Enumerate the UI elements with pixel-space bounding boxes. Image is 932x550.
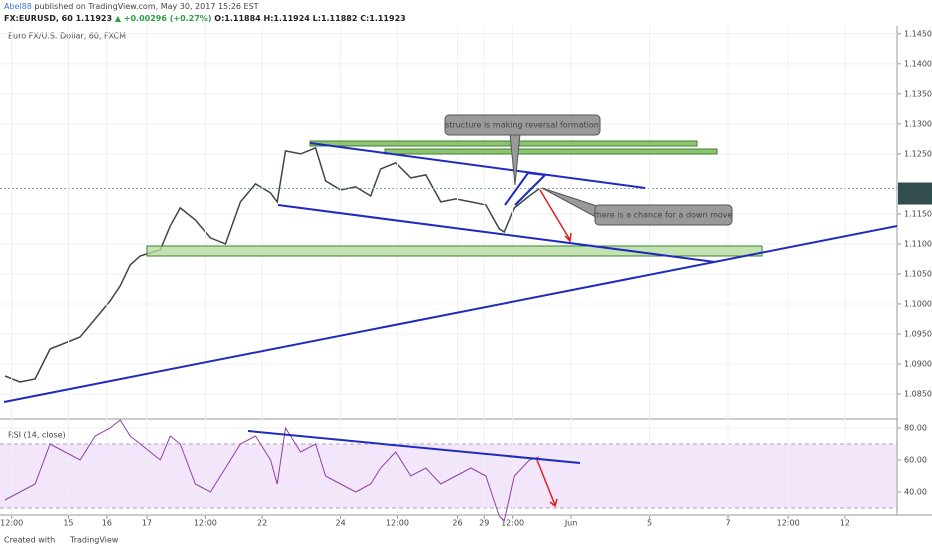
series-line	[4, 146, 540, 383]
y-tick-label: 1.10000	[904, 299, 932, 308]
arrow	[536, 459, 556, 506]
arrow-head	[564, 232, 572, 243]
y-tick-label: 1.13500	[904, 89, 932, 98]
zone	[384, 148, 718, 155]
zone	[146, 245, 763, 257]
y-tick-label: 1.11500	[904, 209, 932, 218]
x-tick-label: 24	[336, 519, 346, 528]
y-tick-label: 1.09500	[904, 329, 932, 338]
rsi-band	[0, 444, 897, 508]
x-tick-label: 12:00	[194, 519, 217, 528]
arrow-head	[549, 498, 558, 508]
y-tick-label: 1.10500	[904, 269, 932, 278]
y-tick-label: 80.00	[904, 423, 927, 432]
x-tick-label: 12:00	[386, 519, 409, 528]
published: published on TradingView.com, May 30, 20…	[34, 2, 258, 11]
arrow	[539, 189, 571, 241]
x-tick-label: 12	[840, 519, 850, 528]
x-tick-label: 26	[452, 519, 462, 528]
x-tick-label: 12:00	[0, 519, 23, 528]
footer-brand: TradingView	[69, 536, 119, 545]
x-tick-label: 12:00	[777, 519, 800, 528]
x-tick-label: 5	[647, 519, 652, 528]
x-tick-label: 12:00	[501, 519, 524, 528]
x-tick-label: 17	[142, 519, 152, 528]
drawings: structure is making reversal formation t…	[3, 114, 898, 508]
trend-line	[277, 204, 716, 263]
low: L:1.11882	[313, 14, 358, 23]
countdown: 33:53	[906, 194, 929, 203]
price-legend: Euro FX/U.S. Dollar, 60, FXCM	[8, 32, 126, 41]
x-tick-label: 15	[63, 519, 73, 528]
y-tick-label: 60.00	[904, 455, 927, 464]
rsi-trend-line	[247, 430, 581, 464]
channel-line	[527, 172, 546, 176]
trend-line	[309, 142, 646, 189]
y-tick-label: 1.14500	[904, 29, 932, 38]
callout-text: there is a chance for a down move	[594, 211, 733, 220]
y-tick-label: 1.14000	[904, 59, 932, 68]
change: ▲ +0.00296 (+0.27%)	[115, 14, 212, 23]
open: O:1.11884	[214, 14, 261, 23]
series-line	[4, 419, 540, 522]
y-tick-label: 40.00	[904, 487, 927, 496]
symbol: FX:EURUSD, 60	[4, 14, 73, 23]
y-tick-label: 1.12500	[904, 149, 932, 158]
x-tick-label: 7	[725, 519, 730, 528]
symbol-line: FX:EURUSD, 60 1.11923 ▲ +0.00296 (+0.27%…	[4, 14, 406, 23]
footer-created: Created with	[4, 536, 55, 545]
y-tick-label: 1.08500	[904, 389, 932, 398]
callout	[444, 114, 601, 136]
x-tick-label: Jun	[564, 519, 578, 528]
trend-line	[3, 225, 898, 403]
author-name: Abel88	[4, 2, 32, 11]
close: C:1.11923	[360, 14, 406, 23]
last: 1.11923	[76, 14, 112, 23]
y-tick-label: 1.11000	[904, 239, 932, 248]
y-tick-label: 1.09000	[904, 359, 932, 368]
high: H:1.11924	[264, 14, 311, 23]
channel-line	[514, 174, 546, 206]
y-tick-label: 1.13000	[904, 119, 932, 128]
callout-text: structure is making reversal formation	[445, 121, 599, 130]
current-price-label: 1.11923	[903, 184, 932, 193]
channel-line	[504, 172, 529, 206]
rsi-legend: RSI (14, close)	[8, 431, 66, 440]
current-price-box	[898, 182, 932, 205]
callout	[594, 204, 733, 226]
x-tick-label: 16	[102, 519, 112, 528]
zone	[309, 140, 698, 147]
author: Abel88 published on TradingView.com, May…	[4, 2, 259, 11]
x-tick-label: 29	[479, 519, 489, 528]
x-tick-label: 22	[257, 519, 267, 528]
